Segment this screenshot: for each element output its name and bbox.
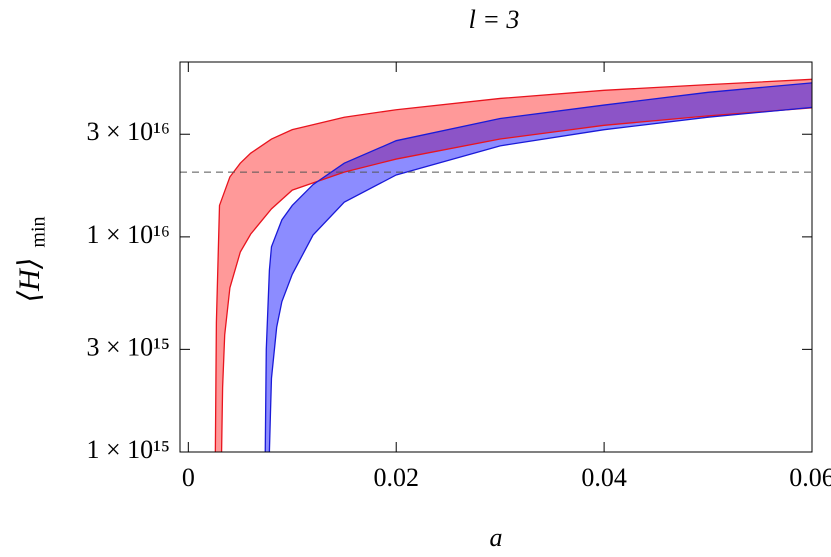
- y-axis-label: ⟨H⟩: [13, 257, 46, 302]
- x-tick-label: 0.04: [581, 463, 627, 492]
- y-axis-label-group: ⟨H⟩ min: [13, 216, 50, 302]
- y-tick-label: 1 × 10¹⁵: [86, 435, 170, 464]
- y-axis-label-subscript: min: [28, 216, 50, 247]
- band-edge: [264, 82, 813, 453]
- x-tick-label: 0.02: [373, 463, 419, 492]
- x-axis-label: a: [490, 523, 503, 552]
- plot-frame: [179, 61, 813, 453]
- chart-title: l = 3: [469, 5, 520, 34]
- x-tick-label: 0.06: [789, 463, 831, 492]
- band-edge: [268, 106, 813, 453]
- band-edge: [214, 78, 813, 453]
- y-tick-label: 1 × 10¹⁶: [86, 220, 170, 249]
- y-tick-label: 3 × 10¹⁶: [86, 117, 170, 146]
- y-tick-label: 3 × 10¹⁵: [86, 332, 170, 361]
- band-edge: [220, 107, 813, 453]
- x-tick-label: 0: [182, 463, 195, 492]
